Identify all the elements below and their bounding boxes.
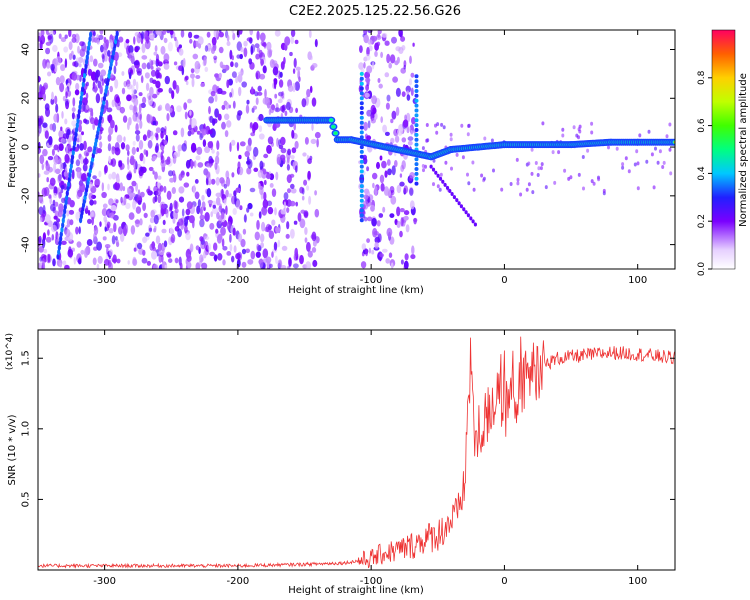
x-tick-label: 0	[501, 576, 507, 587]
snr-frame	[37, 329, 676, 571]
x-tick-label: 100	[628, 576, 647, 587]
colorbar-tick-label: 0.0	[697, 262, 707, 277]
spectrogram-y-label: Frequency (Hz)	[7, 112, 18, 188]
colorbar-tick-label: 0.6	[697, 118, 707, 133]
colorbar-tick-label: 0.2	[697, 214, 707, 228]
y-tick-label: 20	[21, 92, 32, 105]
x-tick-label: 0	[501, 275, 507, 286]
snr-y-axis: 0.5 1.0 1.5	[21, 350, 675, 507]
figure-title: C2E2.2025.125.22.56.G26	[289, 4, 461, 19]
y-tick-label: 1.0	[21, 421, 32, 437]
y-tick-label: 0.5	[21, 491, 32, 507]
colorbar-tick-label: 0.4	[697, 166, 707, 181]
spectrogram-x-axis: -300 -200 -100 0 100	[93, 30, 647, 286]
colorbar-tick-label: 0.8	[697, 70, 707, 85]
colorbar-gradient	[711, 29, 736, 270]
spectrogram-x-label: Height of straight line (km)	[288, 285, 424, 296]
y-tick-label: 40	[21, 43, 32, 56]
x-tick-label: -300	[93, 275, 116, 286]
colorbar-ticks: 0.0 0.2 0.4 0.6 0.8	[697, 70, 712, 276]
spectrogram-y-axis: -40 -20 0 20 40	[21, 43, 675, 253]
spectrogram-noise	[38, 30, 673, 269]
x-tick-label: -100	[360, 576, 383, 587]
snr-y-label: SNR (10 * v/v)	[7, 414, 18, 485]
snr-x-axis: -300 -200 -100 0 100	[93, 330, 647, 587]
x-tick-label: 100	[628, 275, 647, 286]
x-tick-label: -300	[93, 576, 116, 587]
x-tick-label: -200	[227, 275, 250, 286]
y-tick-label: -20	[21, 188, 32, 204]
snr-panel: -300 -200 -100 0 100 0.5 1.0 1.5 Height of str…	[5, 329, 676, 596]
snr-series-line	[38, 336, 675, 569]
y-tick-label: 1.5	[21, 350, 32, 366]
x-tick-label: -200	[227, 576, 250, 587]
y-tick-label: 0	[21, 144, 32, 150]
y-tick-label: -40	[21, 236, 32, 252]
colorbar-label: Normalized spectral amplitude	[738, 73, 749, 227]
spectrogram-ridge	[263, 116, 675, 161]
snr-x-label: Height of straight line (km)	[288, 585, 424, 596]
colorbar: 0.0 0.2 0.4 0.6 0.8 Normalized spectral ampl…	[697, 29, 749, 276]
snr-y-multiplier: (x10^4)	[5, 333, 15, 370]
spectrogram-frame	[37, 29, 676, 270]
x-tick-label: -100	[360, 275, 383, 286]
